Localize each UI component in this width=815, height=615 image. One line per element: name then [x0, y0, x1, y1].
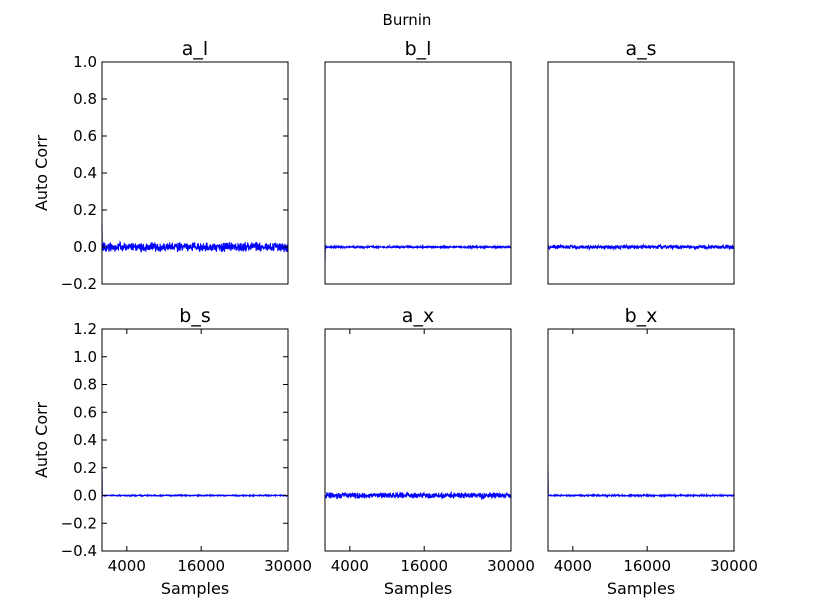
- y-tick-label: −0.2: [61, 275, 97, 293]
- x-tick-label: 16000: [400, 557, 448, 575]
- subplot-b-s: −0.4 −0.2 0.0 0.2 0.4 0.6 0.8 1.0 1.2 4000 16000 30…: [32, 305, 312, 598]
- y-tick-label: 1.0: [73, 53, 97, 71]
- y-tick-label: 1.0: [73, 348, 97, 366]
- x-tick-label: 4000: [331, 557, 369, 575]
- figure-title: Burnin: [383, 11, 432, 29]
- y-tick-label: 0.0: [73, 487, 97, 505]
- x-tick-label: 4000: [108, 557, 146, 575]
- series-line: [101, 467, 289, 498]
- subplot-title: a_l: [182, 38, 208, 60]
- subplot-b-x: 4000 16000 30000 b_x Samples: [547, 305, 758, 598]
- y-tick-label: 0.6: [73, 127, 97, 145]
- subplot-a-l: −0.2 0.0 0.2 0.4 0.6 0.8 1.0 a_l Auto Corr: [32, 38, 289, 293]
- subplot-title: b_l: [405, 38, 432, 60]
- axes-frame: [101, 328, 289, 552]
- y-tick-label: 0.6: [73, 403, 97, 421]
- y-tick-label: −0.4: [61, 542, 97, 560]
- y-tick-label: 0.4: [73, 164, 97, 182]
- subplot-title: a_x: [402, 305, 434, 327]
- axes-frame: [547, 328, 735, 552]
- x-tick-label: 4000: [554, 557, 592, 575]
- y-tick-label: 0.4: [73, 431, 97, 449]
- x-tick-label: 16000: [177, 557, 225, 575]
- y-tick-label: 0.0: [73, 238, 97, 256]
- y-tick-label: 0.2: [73, 201, 97, 219]
- series-line: [101, 224, 289, 253]
- subplot-a-s: a_s: [547, 38, 735, 285]
- y-axis-label: Auto Corr: [32, 135, 51, 211]
- y-tick-label: 0.2: [73, 459, 97, 477]
- x-tick-label: 16000: [623, 557, 671, 575]
- x-axis-label: Samples: [607, 579, 675, 598]
- subplot-title: b_s: [179, 305, 210, 327]
- y-tick-label: 0.8: [73, 90, 97, 108]
- series-line: [324, 243, 512, 262]
- y-tick-label: 0.8: [73, 376, 97, 394]
- y-tick-label: 1.2: [73, 320, 97, 338]
- y-axis-label: Auto Corr: [32, 402, 51, 478]
- subplot-title: a_s: [625, 38, 656, 60]
- x-tick-label: 30000: [710, 557, 758, 575]
- axes-frame: [324, 328, 512, 552]
- subplot-a-x: 4000 16000 30000 a_x Samples: [324, 305, 535, 598]
- axes-frame: [547, 61, 735, 285]
- series-line: [547, 243, 735, 252]
- axes-frame: [324, 61, 512, 285]
- x-axis-label: Samples: [384, 579, 452, 598]
- x-tick-label: 30000: [487, 557, 535, 575]
- series-line: [547, 470, 735, 499]
- series-line: [324, 490, 512, 501]
- y-tick-label: −0.2: [61, 514, 97, 532]
- x-axis-label: Samples: [161, 579, 229, 598]
- subplot-title: b_x: [625, 305, 658, 327]
- x-tick-label: 30000: [264, 557, 312, 575]
- subplot-b-l: b_l: [324, 38, 512, 285]
